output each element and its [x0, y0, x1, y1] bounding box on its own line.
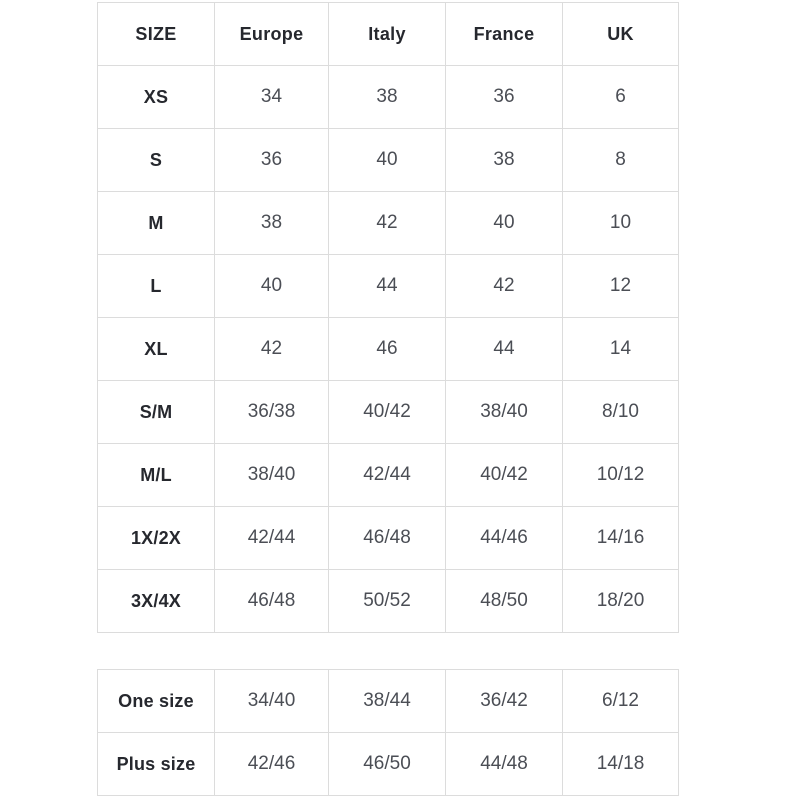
value-cell: 18/20	[562, 569, 679, 633]
table-row: 3X/4X 46/48 50/52 48/50 18/20	[97, 569, 679, 633]
column-header-france: France	[445, 2, 563, 66]
value-cell: 42	[328, 191, 446, 255]
column-header-europe: Europe	[214, 2, 329, 66]
value-cell: 44/46	[445, 506, 563, 570]
value-cell: 40/42	[328, 380, 446, 444]
table-row: XS 34 38 36 6	[97, 65, 679, 129]
value-cell: 38	[328, 65, 446, 129]
size-label-cell: M/L	[97, 443, 215, 507]
value-cell: 46	[328, 317, 446, 381]
size-label-cell: S/M	[97, 380, 215, 444]
column-header-italy: Italy	[328, 2, 446, 66]
value-cell: 14/18	[562, 732, 679, 796]
value-cell: 14	[562, 317, 679, 381]
value-cell: 46/48	[328, 506, 446, 570]
value-cell: 48/50	[445, 569, 563, 633]
table-row: M/L 38/40 42/44 40/42 10/12	[97, 443, 679, 507]
value-cell: 6/12	[562, 669, 679, 733]
value-cell: 38	[445, 128, 563, 192]
size-label-cell: Plus size	[97, 732, 215, 796]
value-cell: 42/46	[214, 732, 329, 796]
table-row: XL 42 46 44 14	[97, 317, 679, 381]
value-cell: 44	[328, 254, 446, 318]
column-header-size: SIZE	[97, 2, 215, 66]
value-cell: 38/40	[445, 380, 563, 444]
table-row: L 40 44 42 12	[97, 254, 679, 318]
value-cell: 40	[214, 254, 329, 318]
column-header-uk: UK	[562, 2, 679, 66]
value-cell: 46/50	[328, 732, 446, 796]
size-label-cell: L	[97, 254, 215, 318]
value-cell: 10/12	[562, 443, 679, 507]
header-row: SIZE Europe Italy France UK	[97, 2, 679, 66]
value-cell: 40	[328, 128, 446, 192]
size-label-cell: XS	[97, 65, 215, 129]
table-row: S 36 40 38 8	[97, 128, 679, 192]
value-cell: 36	[445, 65, 563, 129]
size-label-cell: 1X/2X	[97, 506, 215, 570]
value-cell: 8	[562, 128, 679, 192]
value-cell: 42	[214, 317, 329, 381]
value-cell: 46/48	[214, 569, 329, 633]
size-conversion-table: SIZE Europe Italy France UK XS 34 38 36 …	[97, 2, 679, 633]
value-cell: 38/44	[328, 669, 446, 733]
size-label-cell: S	[97, 128, 215, 192]
value-cell: 38	[214, 191, 329, 255]
table-row: Plus size 42/46 46/50 44/48 14/18	[97, 732, 679, 796]
value-cell: 38/40	[214, 443, 329, 507]
value-cell: 42	[445, 254, 563, 318]
value-cell: 14/16	[562, 506, 679, 570]
value-cell: 34/40	[214, 669, 329, 733]
value-cell: 44/48	[445, 732, 563, 796]
table-row: 1X/2X 42/44 46/48 44/46 14/16	[97, 506, 679, 570]
value-cell: 40	[445, 191, 563, 255]
value-cell: 34	[214, 65, 329, 129]
value-cell: 40/42	[445, 443, 563, 507]
special-sizes-table: One size 34/40 38/44 36/42 6/12 Plus siz…	[97, 669, 679, 796]
value-cell: 42/44	[214, 506, 329, 570]
value-cell: 8/10	[562, 380, 679, 444]
table-row: M 38 42 40 10	[97, 191, 679, 255]
value-cell: 42/44	[328, 443, 446, 507]
value-cell: 36/38	[214, 380, 329, 444]
table-row: One size 34/40 38/44 36/42 6/12	[97, 669, 679, 733]
value-cell: 36/42	[445, 669, 563, 733]
table-row: S/M 36/38 40/42 38/40 8/10	[97, 380, 679, 444]
value-cell: 6	[562, 65, 679, 129]
size-label-cell: 3X/4X	[97, 569, 215, 633]
size-label-cell: One size	[97, 669, 215, 733]
value-cell: 10	[562, 191, 679, 255]
value-cell: 44	[445, 317, 563, 381]
size-label-cell: M	[97, 191, 215, 255]
value-cell: 50/52	[328, 569, 446, 633]
value-cell: 36	[214, 128, 329, 192]
size-label-cell: XL	[97, 317, 215, 381]
value-cell: 12	[562, 254, 679, 318]
